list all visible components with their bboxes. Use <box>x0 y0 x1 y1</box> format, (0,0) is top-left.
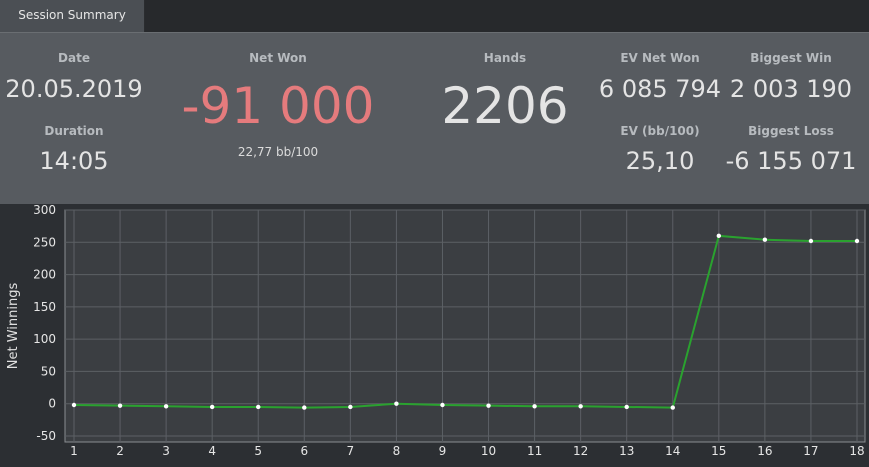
x-tick-label: 14 <box>665 444 680 458</box>
x-tick-label: 11 <box>527 444 542 458</box>
tab-bar: Session Summary <box>0 0 869 33</box>
biggest-loss-label: Biggest Loss <box>748 124 834 138</box>
x-tick-label: 8 <box>393 444 401 458</box>
y-tick-label: 0 <box>48 397 56 411</box>
net-won-value: -91 000 <box>181 77 375 135</box>
net-won-rate: 22,77 bb/100 <box>237 145 319 159</box>
x-tick-label: 2 <box>116 444 124 458</box>
x-tick-label: 13 <box>619 444 634 458</box>
ev-bb-label: EV (bb/100) <box>620 124 700 138</box>
hands-value: 2206 <box>441 77 569 135</box>
y-tick-label: -50 <box>36 429 56 443</box>
biggest-loss-value: -6 155 071 <box>725 147 857 175</box>
duration-value: 14:05 <box>39 147 109 175</box>
x-tick-label: 7 <box>347 444 355 458</box>
y-tick-label: 250 <box>33 235 56 249</box>
ev-bb-value: 25,10 <box>625 147 695 175</box>
y-tick-label: 150 <box>33 300 56 314</box>
y-tick-label: 100 <box>33 332 56 346</box>
date-label: Date <box>58 51 90 65</box>
x-tick-label: 10 <box>481 444 496 458</box>
series-group <box>71 233 860 410</box>
y-ticks: -50 0 50 100 150 200 250 300 <box>33 203 56 443</box>
x-tick-label: 1 <box>70 444 78 458</box>
data-point <box>716 233 722 239</box>
series-line <box>73 234 857 409</box>
data-point <box>854 238 860 244</box>
x-ticks: 1 2 3 4 5 6 7 8 9 10 11 12 13 14 15 16 17 18 <box>70 444 864 458</box>
y-tick-label: 200 <box>33 268 56 282</box>
session-summary-panel: Date 20.05.2019 Duration 14:05 Net Won -… <box>0 33 869 204</box>
x-tick-label: 4 <box>208 444 216 458</box>
x-tick-label: 5 <box>254 444 262 458</box>
x-tick-label: 18 <box>849 444 864 458</box>
x-tick-label: 17 <box>803 444 818 458</box>
net-won-label: Net Won <box>249 51 307 65</box>
y-tick-label: 300 <box>33 204 56 217</box>
y-tick-label: 50 <box>41 364 56 378</box>
biggest-win-value: 2 003 190 <box>729 75 853 103</box>
data-point <box>256 404 261 410</box>
date-value: 20.05.2019 <box>5 75 143 103</box>
net-winnings-chart: -50 0 50 100 150 200 250 300 1 2 3 4 5 6 7 8 9 10 11 12 13 1… <box>0 203 869 463</box>
x-tick-label: 6 <box>300 444 308 458</box>
x-tick-label: 12 <box>573 444 588 458</box>
x-tick-label: 16 <box>757 444 772 458</box>
x-tick-label: 15 <box>711 444 726 458</box>
data-point <box>762 237 768 242</box>
data-point <box>624 404 629 410</box>
data-point <box>163 404 169 409</box>
data-point <box>808 238 814 244</box>
data-point <box>71 402 77 408</box>
data-point <box>578 404 583 409</box>
ev-net-won-value: 6 085 794 <box>598 75 722 103</box>
data-point <box>670 405 675 410</box>
hands-label: Hands <box>483 51 527 65</box>
y-axis-label: Net Winnings <box>6 283 21 370</box>
grid <box>65 209 865 442</box>
tab-session-summary[interactable]: Session Summary <box>0 0 145 32</box>
ev-net-won-label: EV Net Won <box>620 51 700 65</box>
data-point <box>440 402 445 408</box>
biggest-win-label: Biggest Win <box>750 51 832 65</box>
data-point <box>117 403 123 408</box>
x-tick-label: 3 <box>162 444 170 458</box>
duration-label: Duration <box>44 124 104 138</box>
x-tick-label: 9 <box>439 444 447 458</box>
data-point <box>348 404 353 410</box>
data-point <box>532 404 537 409</box>
data-point <box>486 403 491 408</box>
data-point <box>302 405 307 410</box>
data-point <box>209 404 215 410</box>
data-point <box>394 401 399 406</box>
